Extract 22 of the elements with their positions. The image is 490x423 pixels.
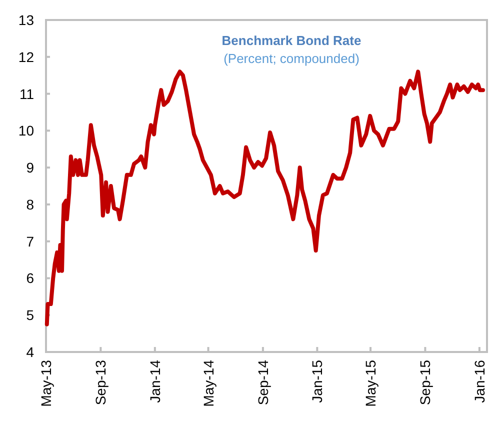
y-tick-label: 11 [19, 86, 34, 102]
y-tick-label: 7 [26, 233, 34, 250]
y-tick-label: 12 [18, 48, 34, 65]
y-tick-label: 10 [18, 122, 34, 139]
x-tick-label: Sep-14 [254, 360, 271, 406]
x-tick-label: May-15 [362, 360, 379, 407]
x-tick-label: Jan-14 [146, 360, 163, 403]
x-tick-label: Jan-15 [309, 360, 326, 403]
line-series [44, 70, 485, 326]
x-tick-label: May-14 [200, 360, 216, 407]
x-tick-label: May-13 [38, 360, 54, 407]
y-tick-label: 6 [26, 270, 34, 286]
text: (Percent; compounded) [224, 51, 360, 66]
x-tick-label: Sep-15 [417, 360, 434, 406]
y-tick-label: 13 [18, 12, 34, 28]
y-tick-label: 4 [26, 344, 34, 360]
y-tick-label: 8 [26, 196, 34, 212]
text: Benchmark Bond Rate [222, 33, 362, 48]
y-tick-label: 9 [26, 160, 34, 176]
y-tick-label: 5 [26, 307, 34, 324]
x-tick-label: Jan-16 [471, 360, 488, 403]
x-tick-label: Sep-13 [92, 360, 109, 406]
